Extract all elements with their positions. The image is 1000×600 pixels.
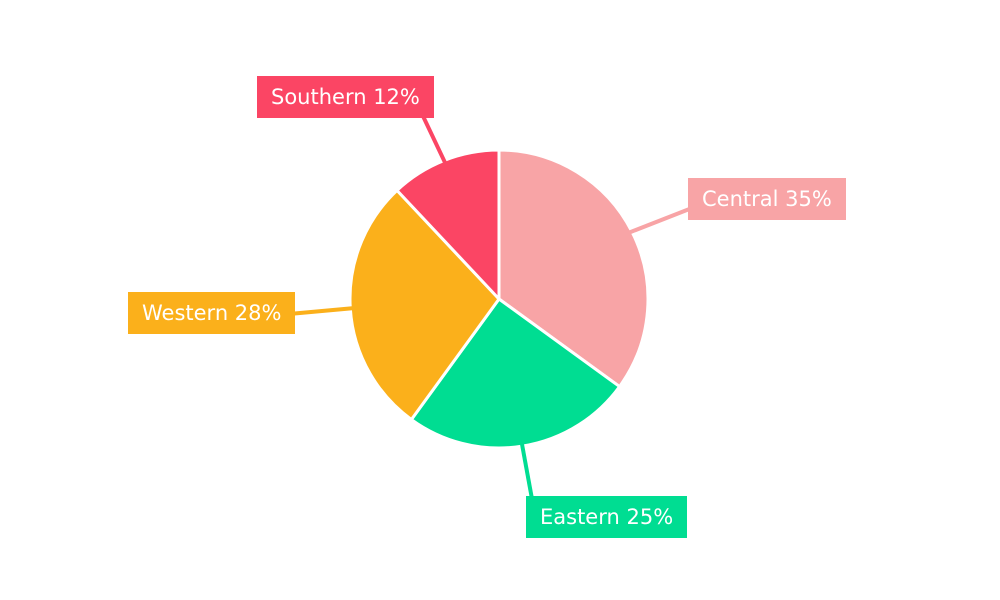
leader-line-central [629, 206, 693, 235]
slice-label-eastern[interactable]: Eastern 25% [526, 496, 688, 538]
slice-label-southern[interactable]: Southern 12% [257, 76, 434, 118]
leader-line-southern [420, 113, 447, 164]
leader-line-eastern [520, 443, 534, 500]
slice-label-western[interactable]: Western 28% [128, 292, 296, 334]
leader-line-western [288, 306, 353, 316]
slice-label-central[interactable]: Central 35% [688, 178, 846, 220]
